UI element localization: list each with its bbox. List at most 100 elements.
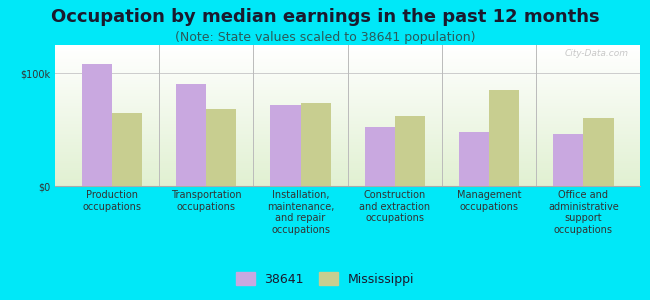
Bar — [55, 168, 640, 169]
Bar — [55, 59, 640, 61]
Bar — [55, 46, 640, 48]
Bar — [55, 156, 640, 158]
Bar — [55, 104, 640, 106]
Bar — [55, 52, 640, 53]
Bar — [55, 135, 640, 137]
Bar — [55, 132, 640, 134]
Bar — [55, 97, 640, 99]
Bar — [55, 131, 640, 132]
Bar — [55, 154, 640, 155]
Bar — [55, 124, 640, 125]
Bar — [55, 151, 640, 152]
Bar — [55, 170, 640, 172]
Bar — [55, 110, 640, 111]
Bar — [55, 159, 640, 160]
Bar — [55, 109, 640, 110]
Bar — [55, 166, 640, 168]
Text: Occupation by median earnings in the past 12 months: Occupation by median earnings in the pas… — [51, 8, 599, 26]
Bar — [55, 111, 640, 113]
Bar — [55, 73, 640, 75]
Bar — [553, 134, 584, 186]
Legend: 38641, Mississippi: 38641, Mississippi — [231, 267, 419, 291]
Bar — [55, 160, 640, 162]
Bar — [55, 145, 640, 146]
Bar — [55, 158, 640, 159]
Bar — [55, 75, 640, 76]
Bar — [55, 66, 640, 68]
Bar — [55, 128, 640, 130]
Bar — [55, 149, 640, 151]
Bar — [55, 125, 640, 127]
Bar — [55, 117, 640, 118]
Bar — [55, 51, 640, 52]
Bar — [55, 106, 640, 107]
Bar — [584, 118, 614, 186]
Bar — [55, 176, 640, 178]
Bar — [55, 162, 640, 164]
Text: City-Data.com: City-Data.com — [565, 49, 629, 58]
Bar — [55, 48, 640, 49]
Bar — [55, 90, 640, 92]
Bar — [55, 184, 640, 186]
Bar — [395, 116, 425, 186]
Bar — [55, 103, 640, 104]
Bar — [55, 99, 640, 100]
Bar — [55, 55, 640, 56]
Text: (Note: State values scaled to 38641 population): (Note: State values scaled to 38641 popu… — [175, 32, 475, 44]
Bar — [489, 90, 519, 186]
Bar — [55, 72, 640, 73]
Bar — [55, 85, 640, 86]
Bar — [55, 100, 640, 101]
Bar — [55, 142, 640, 144]
Bar — [55, 165, 640, 166]
Bar — [55, 83, 640, 85]
Bar — [55, 172, 640, 173]
Bar — [55, 155, 640, 156]
Bar — [55, 82, 640, 83]
Bar — [55, 69, 640, 70]
Bar — [55, 56, 640, 58]
Bar — [55, 116, 640, 117]
Bar — [55, 53, 640, 55]
Bar — [112, 113, 142, 186]
Bar — [55, 146, 640, 148]
Bar — [55, 144, 640, 145]
Bar — [55, 77, 640, 79]
Bar — [55, 118, 640, 120]
Bar — [55, 62, 640, 63]
Bar — [55, 141, 640, 142]
Bar — [206, 109, 237, 186]
Bar — [55, 122, 640, 124]
Bar — [55, 93, 640, 94]
Bar — [55, 180, 640, 182]
Bar — [55, 61, 640, 62]
Bar — [55, 120, 640, 121]
Bar — [55, 164, 640, 165]
Bar — [55, 178, 640, 179]
Bar — [176, 85, 206, 186]
Bar — [55, 45, 640, 46]
Bar — [55, 63, 640, 65]
Bar — [55, 134, 640, 135]
Bar — [55, 127, 640, 128]
Bar — [55, 70, 640, 72]
Bar — [55, 173, 640, 175]
Bar — [55, 96, 640, 97]
Bar — [365, 127, 395, 186]
Bar — [55, 58, 640, 59]
Bar — [55, 169, 640, 170]
Bar — [55, 107, 640, 108]
Bar — [55, 65, 640, 66]
Bar — [55, 94, 640, 96]
Bar — [55, 183, 640, 184]
Bar — [55, 152, 640, 154]
Bar — [55, 80, 640, 82]
Bar — [55, 114, 640, 116]
Bar — [55, 86, 640, 87]
Bar — [55, 179, 640, 180]
Bar — [82, 64, 112, 186]
Bar — [55, 87, 640, 89]
Bar — [55, 130, 640, 131]
Bar — [55, 175, 640, 176]
Bar — [300, 103, 331, 186]
